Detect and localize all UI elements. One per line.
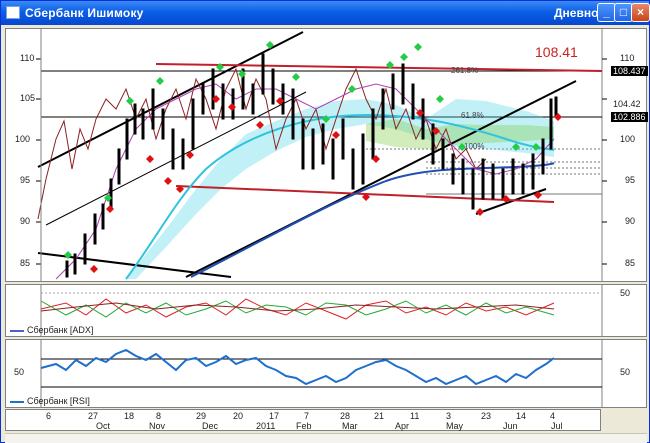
last-price-label: 104.42 bbox=[613, 99, 641, 109]
left-price-label-95: 95 bbox=[20, 175, 31, 185]
price-label-100: 100 bbox=[620, 134, 636, 144]
time-axis: 6 27 18 8 29 20 17 7 28 21 11 3 23 14 4 … bbox=[5, 409, 601, 431]
x-month-label: Feb bbox=[296, 421, 312, 431]
rsi-legend-swatch bbox=[10, 400, 24, 403]
moving-average-line bbox=[190, 162, 555, 278]
x-month-label: Nov bbox=[149, 421, 166, 431]
candlesticks bbox=[65, 53, 558, 278]
adx-pane[interactable]: 50 Сбербанк [ADX] bbox=[5, 284, 647, 337]
chart-window-icon bbox=[6, 6, 20, 19]
x-tick-day: 27 bbox=[88, 411, 99, 421]
adx-line bbox=[40, 302, 555, 312]
horizontal-scrollbar[interactable] bbox=[5, 433, 647, 443]
x-tick-day: 29 bbox=[196, 411, 207, 421]
fib-label-61: 61.8% bbox=[461, 111, 484, 120]
lagging-span-line bbox=[37, 67, 487, 220]
x-tick-day: 11 bbox=[410, 411, 420, 421]
cloud-edge-line bbox=[125, 113, 555, 280]
price-label-90: 90 bbox=[625, 216, 636, 226]
price-label-95: 95 bbox=[625, 175, 636, 185]
x-month-label: May bbox=[446, 421, 464, 431]
current-price-box: 108.437 bbox=[611, 66, 648, 76]
rsi-chart bbox=[40, 340, 603, 407]
down-markers bbox=[90, 95, 562, 273]
title-bar[interactable]: Сбербанк Ишимоку Дневной _ □ × bbox=[1, 1, 650, 25]
x-month-label: Apr bbox=[395, 421, 410, 431]
x-tick-day: 8 bbox=[156, 411, 162, 421]
x-tick-day: 6 bbox=[46, 411, 52, 421]
adx-legend-swatch bbox=[10, 329, 24, 332]
x-month-label: Mar bbox=[342, 421, 358, 431]
tenkan-line bbox=[55, 83, 555, 280]
x-tick-day: 18 bbox=[124, 411, 135, 421]
rsi-legend: Сбербанк [RSI] bbox=[10, 396, 90, 406]
left-axis-ticks bbox=[36, 58, 41, 265]
price-annotation: 108.41 bbox=[535, 44, 578, 60]
level-price-box: 102.886 bbox=[611, 112, 648, 122]
x-tick-day: 21 bbox=[374, 411, 385, 421]
rsi-pane[interactable]: 50 50 Сбербанк [RSI] bbox=[5, 339, 647, 408]
x-tick-day: 28 bbox=[340, 411, 351, 421]
price-axis-ticks bbox=[602, 58, 607, 265]
x-month-label: 2011 bbox=[256, 421, 276, 431]
x-tick-day: 14 bbox=[516, 411, 527, 421]
red-resistance-line bbox=[155, 63, 603, 72]
left-price-label-110: 110 bbox=[20, 53, 35, 63]
x-tick-day: 20 bbox=[233, 411, 244, 421]
x-tick-day: 23 bbox=[481, 411, 492, 421]
left-price-label-100: 100 bbox=[15, 134, 31, 144]
x-tick-day: 3 bbox=[446, 411, 452, 421]
x-tick-day: 17 bbox=[269, 411, 280, 421]
up-markers bbox=[64, 41, 540, 259]
left-price-label-105: 105 bbox=[20, 93, 36, 103]
x-month-label: Jul bbox=[551, 421, 563, 431]
rsi-line bbox=[40, 348, 555, 386]
upper-channel-mid bbox=[45, 91, 307, 226]
price-chart bbox=[36, 29, 607, 281]
short-support-line bbox=[475, 188, 547, 215]
adx-legend: Сбербанк [ADX] bbox=[10, 325, 93, 335]
window-title: Сбербанк Ишимоку bbox=[25, 6, 144, 20]
ichimoku-cloud-green bbox=[366, 119, 554, 149]
rsi-axis-label: 50 bbox=[620, 367, 631, 377]
x-tick-day: 4 bbox=[550, 411, 556, 421]
adx-chart bbox=[40, 285, 603, 336]
x-month-label: Oct bbox=[96, 421, 111, 431]
ichimoku-cloud bbox=[126, 99, 554, 279]
price-label-85: 85 bbox=[625, 258, 636, 268]
price-pane[interactable]: 110 105 100 95 90 85 110 100 95 90 85 10… bbox=[5, 28, 648, 282]
fib-label-261: 261.8% bbox=[451, 66, 479, 75]
rsi-left-label: 50 bbox=[14, 367, 25, 377]
left-price-label-85: 85 bbox=[20, 258, 31, 268]
timeframe-label: Дневной bbox=[554, 6, 606, 20]
rising-channel-line bbox=[185, 80, 577, 278]
fib-label-100: 100% bbox=[464, 142, 485, 151]
x-month-label: Dec bbox=[202, 421, 219, 431]
close-button[interactable]: × bbox=[631, 3, 650, 22]
price-label-110: 110 bbox=[620, 53, 635, 63]
x-month-label: Jun bbox=[503, 421, 518, 431]
adx-legend-text: Сбербанк [ADX] bbox=[27, 325, 94, 335]
rsi-legend-text: Сбербанк [RSI] bbox=[27, 396, 90, 406]
adx-axis-label: 50 bbox=[620, 288, 631, 298]
x-tick-day: 7 bbox=[304, 411, 310, 421]
left-price-label-90: 90 bbox=[20, 216, 31, 226]
adx-di-minus-line bbox=[40, 298, 555, 320]
